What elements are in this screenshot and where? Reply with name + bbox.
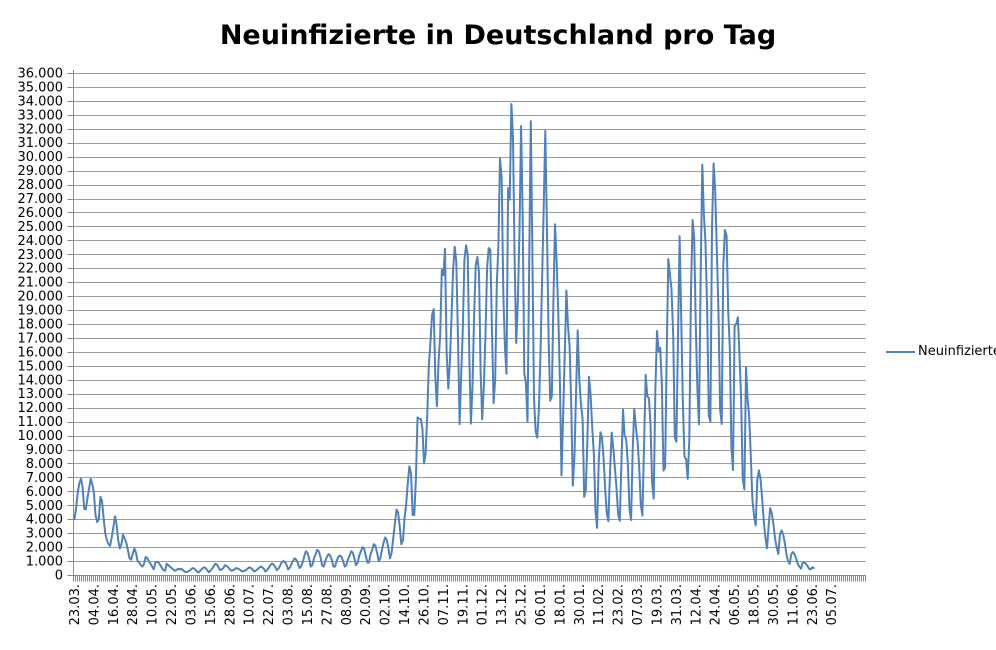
y-axis-tick-label: 34.000 <box>18 94 64 109</box>
x-axis-tick-label: 24.04. <box>709 584 724 625</box>
x-axis-tick-label: 22.07. <box>262 584 277 625</box>
x-axis-tick-label: 14.10. <box>398 584 413 625</box>
y-axis-tick-label: 31.000 <box>18 136 64 151</box>
y-axis-tick-label: 22.000 <box>18 262 64 277</box>
x-axis-tick-label: 28.04. <box>126 584 141 625</box>
y-axis-tick-label: 23.000 <box>18 248 64 263</box>
x-axis-tick-label: 10.07. <box>243 584 258 625</box>
y-axis-tick-label: 14.000 <box>18 373 64 388</box>
x-axis-tick-label: 15.08. <box>301 584 316 625</box>
y-axis-tick-label: 26.000 <box>18 206 64 221</box>
y-axis-tick-label: 25.000 <box>18 220 64 235</box>
legend-line-swatch <box>886 350 915 353</box>
x-axis-tick-label: 26.10. <box>417 584 432 625</box>
y-axis-tick-label: 13.000 <box>18 387 64 402</box>
x-axis-tick-label: 23.02. <box>612 584 627 625</box>
y-axis-tick-label: 6.000 <box>26 485 63 500</box>
x-axis-tick-label: 05.07. <box>825 584 840 625</box>
y-axis-tick-label: 27.000 <box>18 192 64 207</box>
x-axis-tick-label: 04.04. <box>87 584 102 625</box>
y-axis-tick-label: 4.000 <box>26 513 63 528</box>
y-axis-tick-label: 19.000 <box>18 304 64 319</box>
y-axis-tick-label: 2.000 <box>26 541 63 556</box>
y-axis-tick-label: 28.000 <box>18 178 64 193</box>
series-line-neuinfizierte <box>73 103 815 574</box>
y-axis-tick-label: 9.000 <box>26 443 63 458</box>
y-axis-tick-label: 33.000 <box>18 108 64 123</box>
x-axis-tick-label: 08.09. <box>340 584 355 625</box>
x-axis-tick-label: 13.12. <box>495 584 510 625</box>
x-axis-tick-label: 07.11. <box>437 584 452 625</box>
x-axis-tick-label: 18.05. <box>748 584 763 625</box>
x-axis-tick-label: 30.01. <box>573 584 588 625</box>
x-axis-tick-label: 19.11. <box>456 584 471 625</box>
x-axis-tick-label: 16.04. <box>107 584 122 625</box>
x-axis-tick-label: 11.02. <box>592 584 607 625</box>
y-axis-tick-label: 16.000 <box>18 345 64 360</box>
y-axis-tick-label: 35.000 <box>18 80 64 95</box>
x-axis-tick-label: 15.06. <box>204 584 219 625</box>
y-axis-tick-label: 30.000 <box>18 150 64 165</box>
x-axis-tick-label: 30.05. <box>767 584 782 625</box>
x-axis-tick-label: 10.05. <box>146 584 161 625</box>
x-axis-tick-label: 25.12. <box>515 584 530 625</box>
x-axis-tick-label: 20.09. <box>359 584 374 625</box>
x-axis-tick-label: 03.06. <box>184 584 199 625</box>
y-axis-tick-label: 12.000 <box>18 401 64 416</box>
y-axis-tick-label: 3.000 <box>26 527 63 542</box>
y-axis-tick-label: 0 <box>55 569 63 584</box>
x-axis-tick-label: 23.06. <box>806 584 821 625</box>
y-axis-tick-label: 8.000 <box>26 457 63 472</box>
chart-title: Neuinfizierte in Deutschland pro Tag <box>219 20 777 51</box>
y-axis-tick-label: 11.000 <box>18 415 64 430</box>
legend-label: Neuinfizierte <box>918 344 996 359</box>
x-axis-tick-label: 01.12. <box>476 584 491 625</box>
x-axis-minor-ticks <box>73 576 866 582</box>
x-axis-tick-label: 06.01. <box>534 584 549 625</box>
y-axis-tick-label: 5.000 <box>26 499 63 514</box>
x-axis-tick-label: 11.06. <box>786 584 801 625</box>
x-axis-tick-label: 02.10. <box>379 584 394 625</box>
y-axis-tick-label: 7.000 <box>26 471 63 486</box>
x-axis-tick-label: 27.08. <box>320 584 335 625</box>
y-axis-tick-label: 29.000 <box>18 164 64 179</box>
y-axis-tick-label: 20.000 <box>18 290 64 305</box>
x-axis-tick-label: 31.03. <box>670 584 685 625</box>
y-axis-tick-label: 21.000 <box>18 276 64 291</box>
y-axis-tick-label: 36.000 <box>18 67 64 82</box>
x-axis-tick-label: 07.03. <box>631 584 646 625</box>
y-axis-tick-label: 10.000 <box>18 429 64 444</box>
x-axis-tick-label: 22.05. <box>165 584 180 625</box>
x-axis-tick-label: 19.03. <box>650 584 665 625</box>
chart-legend: Neuinfizierte <box>886 344 996 359</box>
x-axis-tick-label: 06.05. <box>728 584 743 625</box>
x-axis-tick-label: 18.01. <box>553 584 568 625</box>
y-axis-tick-label: 18.000 <box>18 318 64 333</box>
y-axis-tick-label: 1.000 <box>26 555 63 570</box>
y-axis-tick-label: 15.000 <box>18 359 64 374</box>
y-axis-tick-label: 24.000 <box>18 234 64 249</box>
x-axis-tick-label: 28.06. <box>223 584 238 625</box>
y-axis-tick-label: 32.000 <box>18 122 64 137</box>
y-axis-tick-label: 17.000 <box>18 331 64 346</box>
x-axis-tick-label: 12.04. <box>689 584 704 625</box>
x-axis-tick-label: 23.03. <box>68 584 83 625</box>
x-axis-tick-label: 03.08. <box>282 584 297 625</box>
